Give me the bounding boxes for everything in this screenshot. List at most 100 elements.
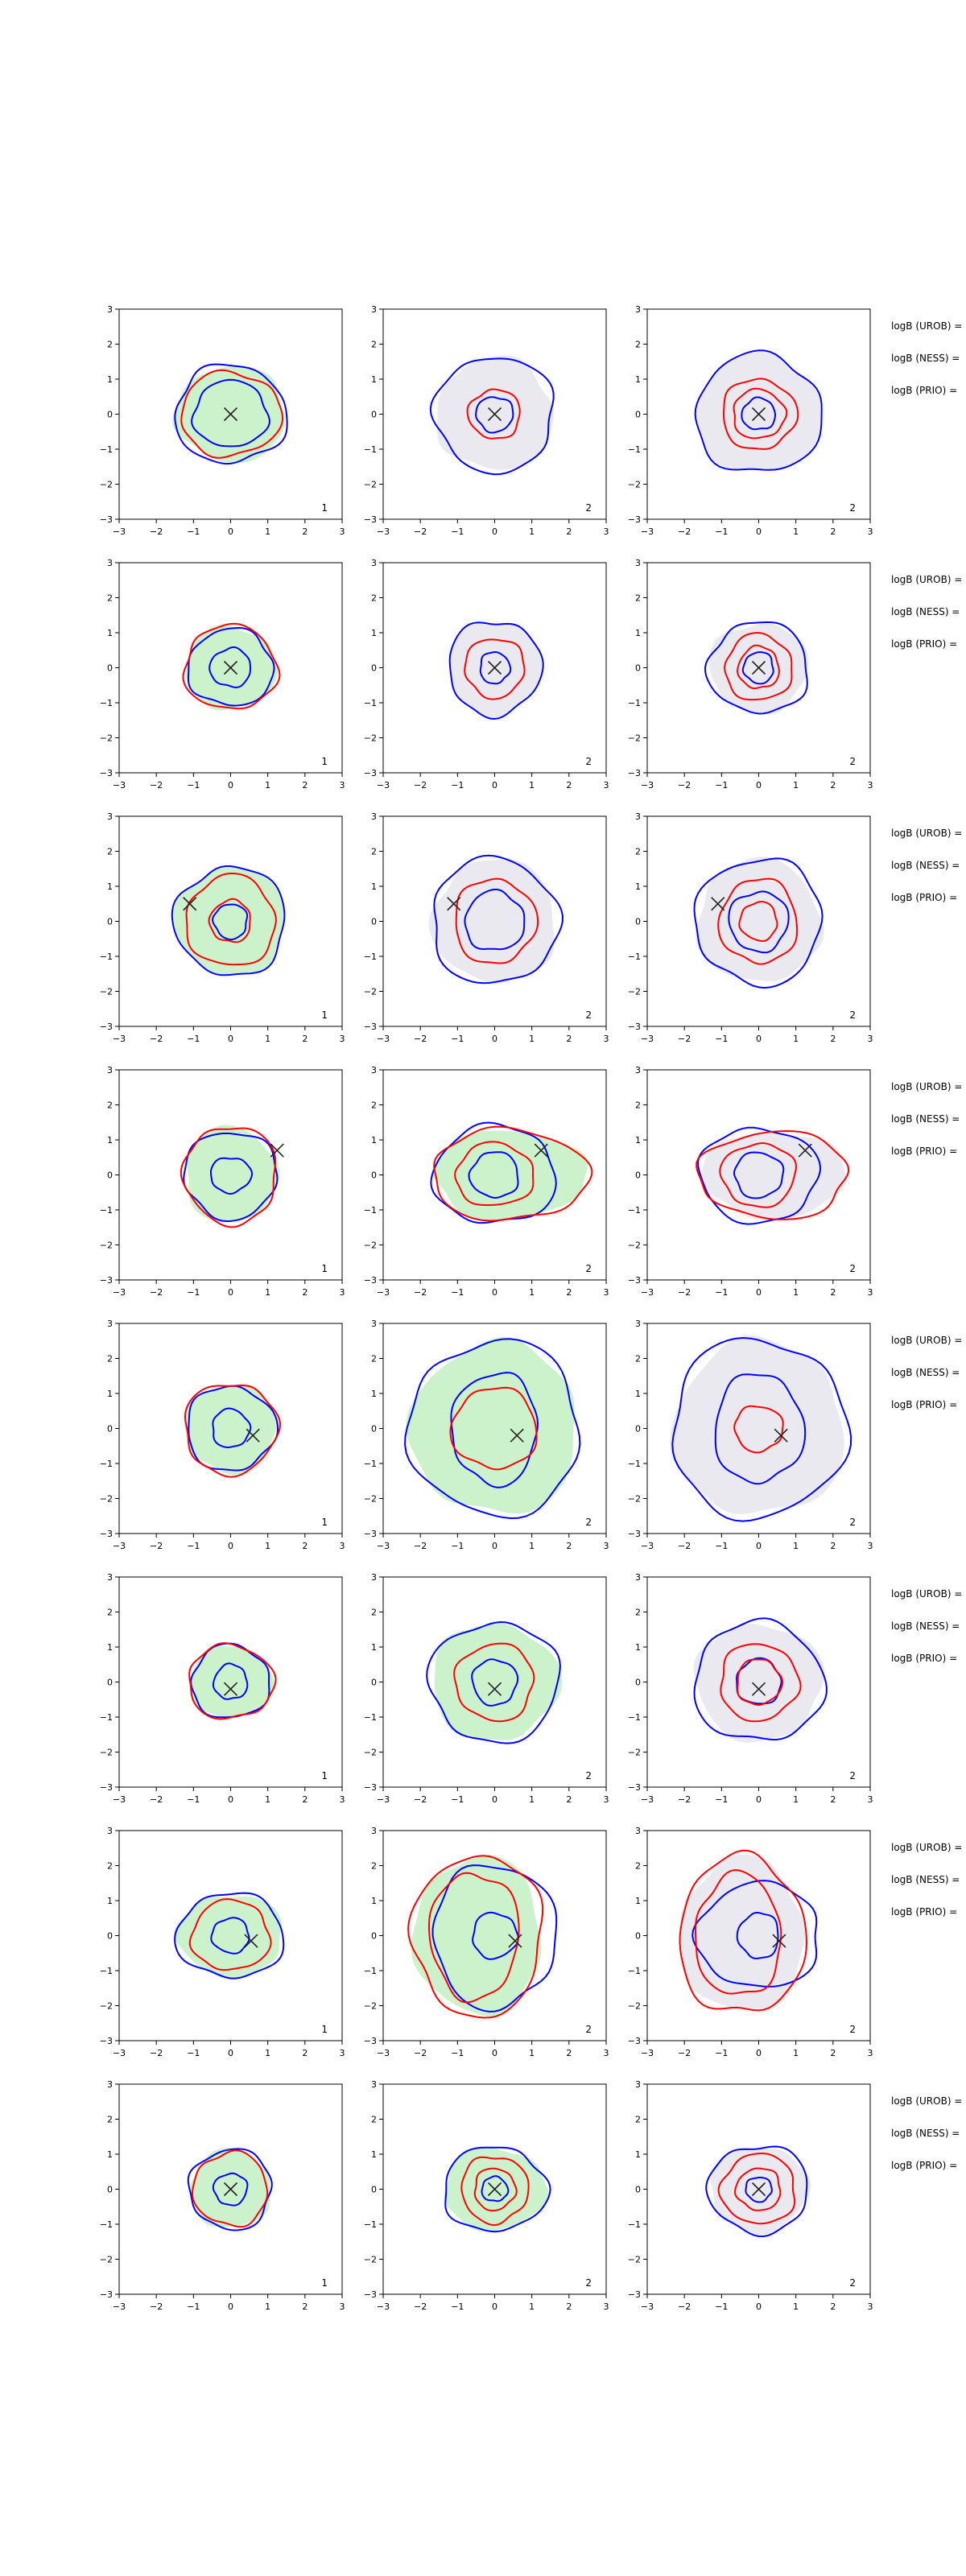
x-tick-label: −1 bbox=[451, 1541, 464, 1551]
true-value-marker bbox=[798, 1143, 812, 1158]
red-contour bbox=[733, 387, 788, 440]
x-tick-label: −2 bbox=[414, 1541, 427, 1551]
x-tick-label: 0 bbox=[756, 526, 762, 537]
density-fill bbox=[184, 1384, 277, 1476]
x-tick-label: 0 bbox=[492, 1794, 497, 1805]
x-tick-label: 1 bbox=[793, 2301, 799, 2312]
y-tick-label: −2 bbox=[100, 2001, 113, 2012]
corner-label: 2 bbox=[585, 1770, 592, 1781]
panel-r2-c3: −3−3 −2 −2 −1 −1 0 0 1 1 2 2 3 3 2 bbox=[628, 558, 873, 791]
y-tick-label: −1 bbox=[628, 952, 641, 962]
y-tick-label: −1 bbox=[628, 1712, 641, 1723]
x-tick-label: −3 bbox=[641, 2048, 654, 2058]
y-tick-label: −3 bbox=[628, 1529, 641, 1539]
red-contour bbox=[724, 632, 793, 701]
x-tick-label: 0 bbox=[756, 780, 762, 791]
x-tick-label: 3 bbox=[604, 780, 609, 791]
density-fill bbox=[696, 857, 824, 982]
y-tick-label: −2 bbox=[100, 1748, 113, 1758]
x-tick-label: 3 bbox=[868, 1541, 873, 1551]
red-contour bbox=[453, 1642, 535, 1723]
x-tick-label: 1 bbox=[265, 2301, 270, 2312]
x-tick-label: 3 bbox=[340, 2301, 345, 2312]
red-contour bbox=[737, 644, 780, 690]
y-tick-label: 3 bbox=[371, 2079, 377, 2090]
red-contour bbox=[733, 1405, 784, 1454]
y-tick-label: 1 bbox=[107, 374, 113, 385]
blue-contour bbox=[404, 1338, 581, 1520]
logb-label: logB (PRIO) = bbox=[891, 1653, 957, 1664]
y-tick-label: −1 bbox=[364, 444, 377, 455]
blue-contour bbox=[208, 646, 251, 689]
x-tick-label: 0 bbox=[228, 2048, 233, 2058]
blue-contour bbox=[210, 1917, 250, 1955]
y-tick-label: 3 bbox=[635, 558, 641, 568]
red-contour bbox=[455, 877, 539, 964]
y-tick-label: 0 bbox=[107, 1170, 113, 1181]
true-value-marker bbox=[223, 407, 238, 422]
x-tick-label: −3 bbox=[641, 1034, 654, 1044]
blue-contour bbox=[475, 396, 514, 434]
corner-label: 1 bbox=[321, 756, 328, 767]
x-tick-label: −2 bbox=[678, 2301, 691, 2312]
x-tick-label: 3 bbox=[868, 1794, 873, 1805]
y-tick-label: 3 bbox=[107, 558, 113, 568]
logb-label: logB (PRIO) = bbox=[891, 385, 957, 396]
panel-r7-c3: −3−3 −2 −2 −1 −1 0 0 1 1 2 2 3 3 2 bbox=[628, 1826, 873, 2058]
true-value-marker bbox=[534, 1143, 548, 1158]
x-tick-label: 3 bbox=[340, 1287, 345, 1298]
y-tick-label: −2 bbox=[364, 1241, 377, 1251]
red-contour bbox=[433, 1125, 593, 1222]
x-tick-label: 2 bbox=[566, 1541, 572, 1551]
y-tick-label: 0 bbox=[635, 1424, 641, 1435]
x-tick-label: 2 bbox=[302, 1794, 308, 1805]
x-tick-label: −1 bbox=[187, 2301, 200, 2312]
x-tick-label: 3 bbox=[868, 2301, 873, 2312]
x-tick-label: 1 bbox=[529, 526, 535, 537]
logb-label: logB (UROB) = bbox=[891, 1335, 962, 1346]
x-tick-label: 3 bbox=[868, 1034, 873, 1044]
y-tick-label: −1 bbox=[100, 698, 113, 708]
blue-contour bbox=[728, 890, 790, 954]
corner-label: 2 bbox=[585, 502, 592, 514]
red-contour bbox=[428, 1872, 520, 2004]
corner-label: 2 bbox=[585, 1263, 592, 1274]
y-tick-label: 2 bbox=[371, 1100, 377, 1111]
x-tick-label: 2 bbox=[830, 1287, 836, 1298]
x-tick-label: 2 bbox=[566, 2301, 572, 2312]
y-tick-label: −3 bbox=[100, 2289, 113, 2300]
x-tick-label: 3 bbox=[604, 2301, 609, 2312]
x-tick-label: −3 bbox=[377, 780, 390, 791]
x-tick-label: 2 bbox=[302, 2301, 308, 2312]
blue-contour bbox=[188, 1385, 279, 1472]
y-tick-label: −3 bbox=[628, 1275, 641, 1286]
y-tick-label: −3 bbox=[364, 2036, 377, 2046]
x-tick-label: −3 bbox=[377, 526, 390, 537]
red-contour bbox=[454, 1141, 535, 1206]
x-tick-label: 1 bbox=[265, 780, 270, 791]
y-tick-label: 3 bbox=[107, 1065, 113, 1075]
y-tick-label: −1 bbox=[628, 1966, 641, 1976]
y-tick-label: 2 bbox=[635, 847, 641, 857]
y-tick-label: −1 bbox=[100, 1459, 113, 1469]
y-tick-label: 3 bbox=[107, 2079, 113, 2090]
blue-contour bbox=[671, 1336, 852, 1522]
y-tick-label: −2 bbox=[100, 1241, 113, 1251]
x-tick-label: −2 bbox=[150, 1541, 163, 1551]
x-tick-label: 1 bbox=[265, 1287, 270, 1298]
x-tick-label: 2 bbox=[830, 2048, 836, 2058]
x-tick-label: −3 bbox=[377, 2301, 390, 2312]
density-fill bbox=[696, 351, 821, 469]
red-contour bbox=[184, 1384, 282, 1478]
y-tick-label: −1 bbox=[628, 444, 641, 455]
x-tick-label: 2 bbox=[302, 780, 308, 791]
red-contour bbox=[738, 900, 778, 942]
corner-label: 2 bbox=[849, 502, 856, 514]
x-tick-label: −1 bbox=[715, 780, 728, 791]
y-tick-label: −3 bbox=[364, 1782, 377, 1793]
x-tick-label: −2 bbox=[150, 1034, 163, 1044]
x-tick-label: 0 bbox=[756, 1287, 762, 1298]
logb-label: logB (UROB) = bbox=[891, 1842, 962, 1853]
blue-contour bbox=[210, 1157, 254, 1195]
x-tick-label: −1 bbox=[451, 1287, 464, 1298]
